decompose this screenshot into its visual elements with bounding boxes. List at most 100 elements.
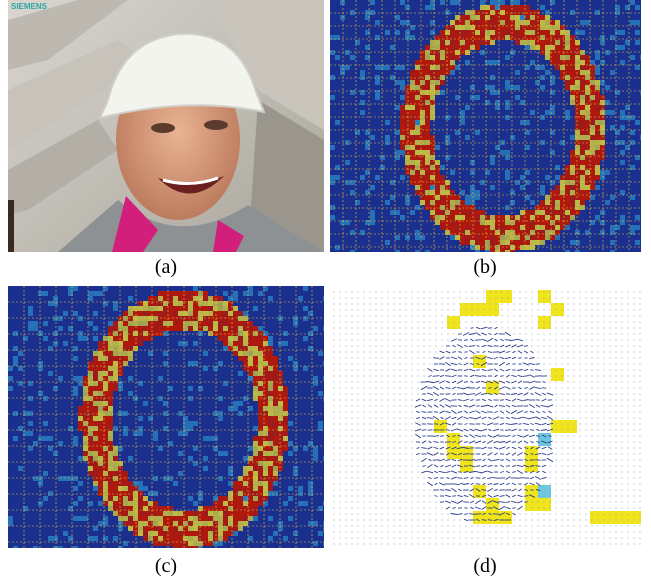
heatmap-cell — [600, 35, 605, 40]
heatmap-cell — [53, 301, 58, 306]
heatmap-cell — [515, 25, 520, 30]
heatmap-cell — [228, 506, 233, 511]
motion-vector — [487, 470, 493, 474]
heatmap-cell — [93, 361, 98, 366]
heatmap-cell — [223, 501, 228, 506]
motion-vector — [445, 452, 451, 456]
heatmap-cell — [98, 376, 103, 381]
heatmap-cell — [490, 25, 495, 30]
heatmap-cell — [540, 30, 545, 35]
heatmap-cell — [263, 461, 268, 466]
heatmap-cell — [430, 115, 435, 120]
heatmap-cell — [153, 526, 158, 531]
heatmap-cell — [585, 85, 590, 90]
heatmap-cell — [585, 70, 590, 75]
motion-vector — [542, 470, 546, 474]
heatmap-cell — [223, 526, 228, 531]
heatmap-cell — [118, 351, 123, 356]
motion-vector — [523, 392, 529, 396]
heatmap-cell — [370, 135, 375, 140]
heatmap-cell — [108, 346, 113, 351]
motion-vector — [523, 495, 529, 497]
heatmap-cell — [273, 426, 278, 431]
heatmap-cell — [93, 401, 98, 406]
heatmap-cell — [590, 60, 595, 65]
heatmap-cell — [640, 55, 641, 60]
motion-vector — [451, 380, 457, 384]
heatmap-cell — [595, 155, 600, 160]
heatmap-cell — [590, 75, 595, 80]
heatmap-cell — [520, 25, 525, 30]
heatmap-cell — [595, 55, 600, 60]
heatmap-cell — [615, 225, 620, 230]
heatmap-cell — [113, 496, 118, 501]
heatmap-cell — [298, 296, 303, 301]
heatmap-cell — [585, 165, 590, 170]
heatmap-cell — [268, 491, 273, 496]
heatmap-cell — [470, 200, 475, 205]
motion-vector — [511, 500, 517, 504]
motion-vector — [512, 494, 516, 498]
heatmap-cell — [8, 376, 13, 381]
heatmap-cell — [228, 491, 233, 496]
motion-vector — [463, 494, 469, 498]
heatmap-cell — [253, 381, 258, 386]
heatmap-cell — [595, 215, 600, 220]
heatmap-cell — [163, 521, 168, 526]
heatmap-cell — [98, 501, 103, 506]
heatmap-cell — [605, 50, 610, 55]
heatmap-cell — [415, 175, 420, 180]
motion-vector — [499, 344, 505, 348]
heatmap-cell — [158, 506, 163, 511]
motion-vector — [505, 506, 511, 510]
heatmap-cell — [540, 220, 545, 225]
highlight-cell-yellow — [525, 485, 538, 498]
highlight-cell-yellow — [434, 420, 447, 433]
motion-vector — [505, 501, 511, 503]
heatmap-cell — [530, 215, 535, 220]
heatmap-cell — [108, 321, 113, 326]
heatmap-cell — [540, 75, 545, 80]
motion-vector — [457, 464, 463, 468]
motion-vector — [511, 452, 517, 456]
heatmap-cell — [505, 205, 510, 210]
heatmap-cell — [238, 501, 243, 506]
heatmap-cell — [510, 225, 515, 230]
heatmap-cell — [530, 240, 535, 245]
heatmap-cell — [470, 225, 475, 230]
motion-vector — [494, 374, 498, 378]
heatmap-cell — [113, 366, 118, 371]
heatmap-cell — [475, 190, 480, 195]
heatmap-cell — [480, 30, 485, 35]
motion-vector — [498, 501, 506, 503]
heatmap-cell — [445, 230, 450, 235]
heatmap-cell — [555, 215, 560, 220]
heatmap-cell — [313, 381, 318, 386]
heatmap-cell — [510, 50, 515, 55]
heatmap-cell — [535, 40, 540, 45]
heatmap-cell — [258, 326, 263, 331]
heatmap-cell — [248, 361, 253, 366]
heatmap-cell — [108, 461, 113, 466]
heatmap-cell — [193, 536, 198, 541]
heatmap-cell — [168, 301, 173, 306]
heatmap-cell — [183, 306, 188, 311]
heatmap-cell — [585, 155, 590, 160]
heatmap-cell — [178, 526, 183, 531]
heatmap-cell — [505, 80, 510, 85]
heatmap-cell — [173, 321, 178, 326]
heatmap-cell — [138, 341, 143, 346]
heatmap-cell — [278, 466, 283, 471]
motion-vector — [469, 434, 475, 438]
motion-vector — [426, 470, 434, 474]
heatmap-cell — [560, 185, 565, 190]
heatmap-cell — [600, 155, 605, 160]
heatmap-cell — [213, 411, 218, 416]
heatmap-cell — [540, 115, 545, 120]
heatmap-cell — [465, 30, 470, 35]
heatmap-cell — [530, 110, 535, 115]
heatmap-cell — [580, 140, 585, 145]
heatmap-cell — [380, 165, 385, 170]
heatmap-cell — [178, 306, 183, 311]
heatmap-cell — [98, 291, 103, 296]
